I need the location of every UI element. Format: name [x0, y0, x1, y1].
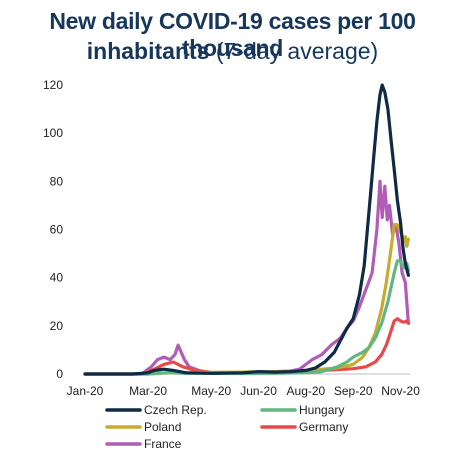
y-tick-label-2: 40 — [50, 271, 64, 285]
x-tick-label-5: Sep-20 — [334, 384, 373, 398]
x-tick-label-4: Aug-20 — [287, 384, 326, 398]
x-tick-label-1: Mar-20 — [129, 384, 167, 398]
y-tick-label-3: 60 — [50, 223, 64, 237]
chart-title-line2: inhabitants (7-day average) — [0, 38, 465, 65]
x-tick-label-0: Jan-20 — [67, 384, 104, 398]
series-line-czech-rep — [83, 83, 410, 376]
chart-title-bold: inhabitants — [86, 38, 210, 64]
y-tick-label-4: 80 — [50, 174, 64, 188]
x-tick-label-3: Jun-20 — [240, 384, 277, 398]
legend-label-hungary: Hungary — [299, 403, 344, 417]
legend-label-czech-rep: Czech Rep. — [144, 403, 207, 417]
y-tick-label-1: 20 — [50, 319, 64, 333]
series-line-hungary — [83, 259, 410, 376]
legend-label-germany: Germany — [299, 420, 348, 434]
legend-label-france: France — [144, 437, 182, 451]
chart-title-line1: New daily COVID-19 cases per 100 thousan… — [49, 8, 416, 61]
y-tick-label-5: 100 — [43, 126, 63, 140]
x-tick-label-2: May-20 — [191, 384, 231, 398]
legend-label-poland: Poland — [144, 420, 181, 434]
series-line-france — [83, 179, 410, 376]
y-tick-label-0: 0 — [56, 367, 63, 381]
y-tick-label-6: 120 — [43, 78, 63, 92]
series-line-germany — [83, 317, 410, 376]
chart-title-normal: (7-day average) — [215, 38, 379, 64]
x-tick-label-6: Nov-20 — [381, 384, 420, 398]
series-line-poland — [83, 223, 410, 376]
